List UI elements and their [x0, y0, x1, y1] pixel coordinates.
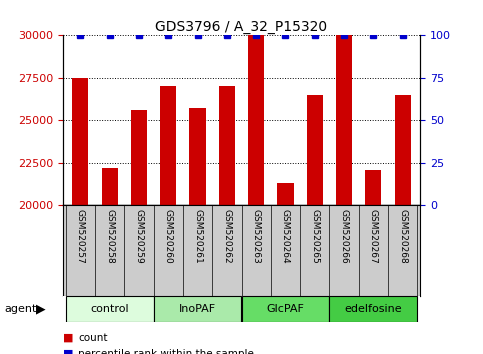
- Text: ■: ■: [63, 349, 73, 354]
- Text: GSM520264: GSM520264: [281, 209, 290, 264]
- Text: control: control: [90, 304, 129, 314]
- Bar: [219, 86, 235, 354]
- Text: GlcPAF: GlcPAF: [267, 304, 304, 314]
- Bar: [336, 35, 352, 354]
- Bar: [365, 170, 382, 354]
- Title: GDS3796 / A_32_P15320: GDS3796 / A_32_P15320: [156, 21, 327, 34]
- Text: agent: agent: [5, 304, 37, 314]
- Bar: [248, 35, 264, 354]
- Text: GSM520259: GSM520259: [134, 209, 143, 264]
- Bar: [66, 296, 154, 322]
- Bar: [131, 110, 147, 354]
- Bar: [395, 95, 411, 354]
- Text: count: count: [78, 333, 108, 343]
- Text: percentile rank within the sample: percentile rank within the sample: [78, 349, 254, 354]
- Text: GSM520266: GSM520266: [340, 209, 349, 264]
- Text: GSM520258: GSM520258: [105, 209, 114, 264]
- Text: ■: ■: [63, 333, 73, 343]
- Text: ▶: ▶: [36, 302, 46, 315]
- Text: GSM520261: GSM520261: [193, 209, 202, 264]
- Text: GSM520263: GSM520263: [252, 209, 261, 264]
- Bar: [154, 296, 242, 322]
- Bar: [277, 183, 294, 354]
- Bar: [72, 78, 88, 354]
- Text: GSM520267: GSM520267: [369, 209, 378, 264]
- Bar: [242, 296, 329, 322]
- Bar: [160, 86, 176, 354]
- Text: GSM520265: GSM520265: [310, 209, 319, 264]
- Bar: [329, 296, 417, 322]
- Text: GSM520260: GSM520260: [164, 209, 173, 264]
- Text: GSM520268: GSM520268: [398, 209, 407, 264]
- Text: GSM520257: GSM520257: [76, 209, 85, 264]
- Text: GSM520262: GSM520262: [222, 209, 231, 264]
- Text: InoPAF: InoPAF: [179, 304, 216, 314]
- Text: edelfosine: edelfosine: [344, 304, 402, 314]
- Bar: [101, 168, 118, 354]
- Bar: [307, 95, 323, 354]
- Bar: [189, 108, 206, 354]
